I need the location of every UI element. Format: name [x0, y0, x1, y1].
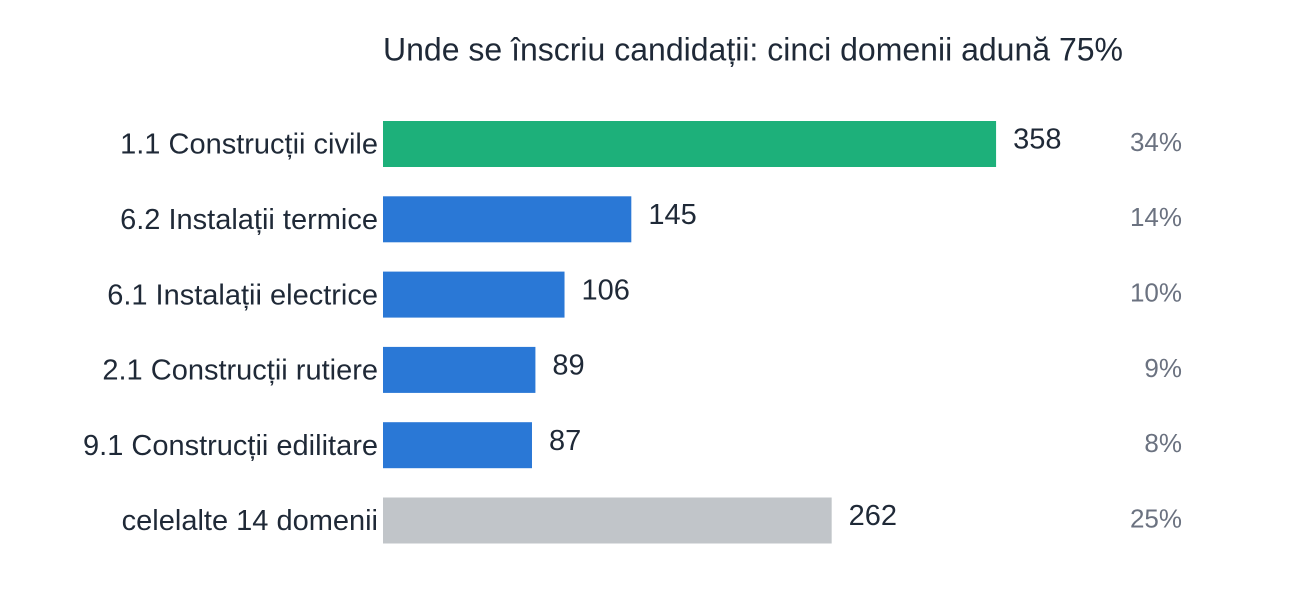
chart-title: Unde se înscriu candidații: cinci domeni… — [383, 31, 1123, 67]
category-label: 6.2 Instalații termice — [120, 204, 378, 236]
value-label: 89 — [552, 350, 584, 382]
bar — [383, 196, 632, 243]
category-label: celelalte 14 domenii — [122, 505, 378, 537]
value-label: 106 — [582, 274, 630, 306]
category-label: 1.1 Construcții civile — [120, 129, 378, 161]
share-label: 8% — [1144, 428, 1182, 458]
share-label: 34% — [1130, 127, 1182, 157]
value-label: 262 — [849, 500, 897, 532]
share-label: 10% — [1130, 277, 1182, 307]
value-label: 358 — [1013, 124, 1061, 156]
bar — [383, 121, 997, 167]
bar — [383, 271, 565, 318]
bar — [383, 422, 532, 469]
share-label: 25% — [1130, 503, 1182, 533]
category-label: 6.1 Instalații electrice — [107, 279, 378, 311]
category-label: 2.1 Construcții rutiere — [102, 355, 378, 387]
share-label: 9% — [1144, 353, 1182, 383]
value-label: 87 — [549, 425, 581, 457]
value-label: 145 — [648, 199, 696, 231]
bar — [383, 497, 832, 544]
bar — [383, 346, 536, 393]
share-label: 14% — [1130, 202, 1182, 232]
category-label: 9.1 Construcții edilitare — [83, 430, 378, 462]
